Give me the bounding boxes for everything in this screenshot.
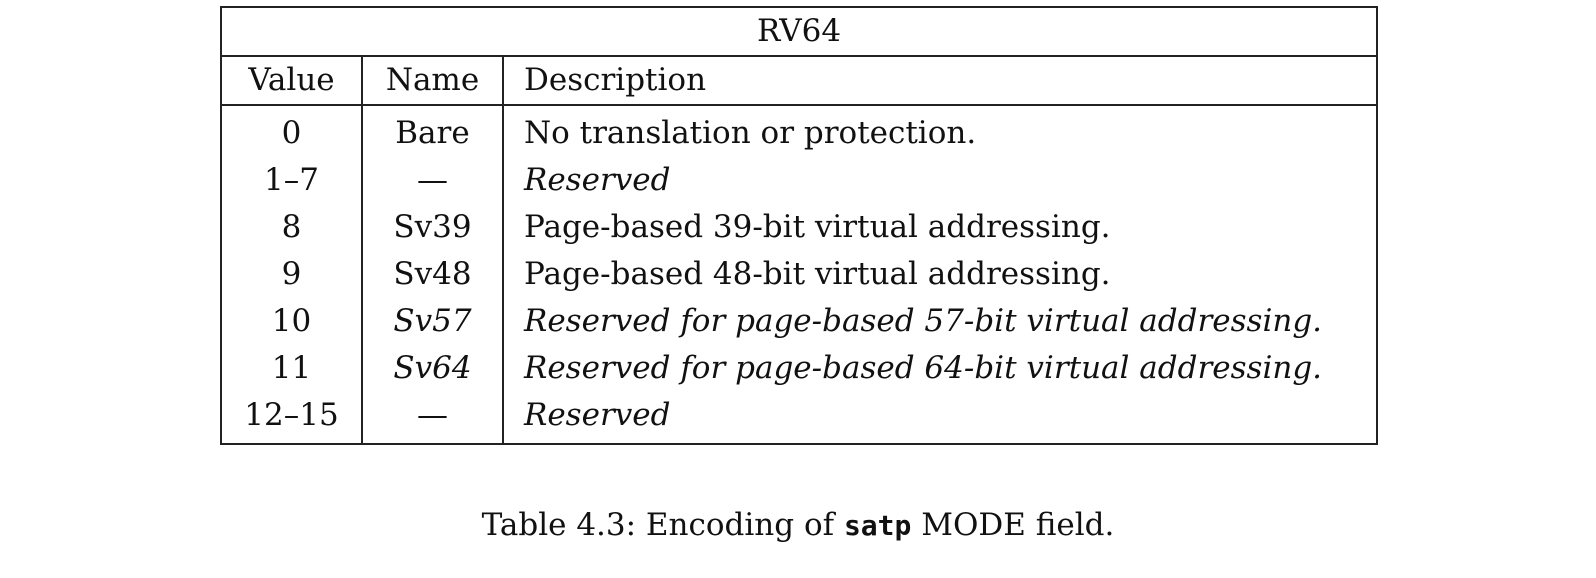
cell-name: Sv64 (361, 345, 504, 392)
table-row: 9 Sv48 Page-based 48-bit virtual addressin… (220, 251, 1379, 298)
cell-value: 10 (220, 298, 363, 345)
cell-value: 1–7 (220, 157, 363, 204)
cell-value: 12–15 (220, 392, 363, 445)
table-caption: Table 4.3: Encoding of satp MODE field. (0, 508, 1596, 542)
column-header-name: Name (361, 55, 504, 106)
table-row: 10 Sv57 Reserved for page-based 57-bit vir… (220, 298, 1379, 345)
cell-name: Bare (361, 105, 504, 157)
table-row: 12–15— Reserved (220, 392, 1379, 445)
cell-description: Reserved (501, 157, 1379, 204)
cell-description: Reserved for page-based 57-bit virtual a… (501, 298, 1379, 345)
table-title-row: RV64 (219, 6, 1379, 57)
cell-name: Sv39 (361, 204, 504, 251)
table-row: 11 Sv64 Reserved for page-based 64-bit vir… (220, 345, 1379, 392)
cell-description: No translation or protection. (501, 105, 1379, 157)
table-row: 8 Sv39 Page-based 39-bit virtual addressin… (220, 204, 1379, 251)
cell-name: — (361, 392, 504, 445)
cell-name: Sv57 (361, 298, 504, 345)
column-header-value: Value (220, 55, 363, 106)
cell-description: Reserved (501, 392, 1379, 445)
cell-name: Sv48 (361, 251, 504, 298)
cell-description: Reserved for page-based 64-bit virtual a… (501, 345, 1379, 392)
table-header-row: Value Name Description (220, 55, 1379, 106)
cell-value: 9 (220, 251, 363, 298)
cell-description: Page-based 39-bit virtual addressing. (501, 204, 1379, 251)
cell-value: 11 (220, 345, 363, 392)
table-body: 0 Bare No translation or protection. 1–7— Re… (220, 105, 1379, 445)
table-row: 1–7— Reserved (220, 157, 1379, 204)
cell-value: 0 (220, 105, 363, 157)
caption-suffix: MODE field. (911, 507, 1115, 543)
cell-name: — (361, 157, 504, 204)
column-header-description: Description (501, 55, 1379, 106)
satp-mode-table: RV64 Value Name Description 0 Bare No tran… (219, 6, 1379, 445)
cell-description: Page-based 48-bit virtual addressing. (501, 251, 1379, 298)
table-title: RV64 (219, 6, 1379, 57)
cell-value: 8 (220, 204, 363, 251)
caption-code: satp (843, 509, 912, 542)
table-row: 0 Bare No translation or protection. (220, 105, 1379, 157)
caption-prefix: Table 4.3: Encoding of (481, 507, 844, 543)
